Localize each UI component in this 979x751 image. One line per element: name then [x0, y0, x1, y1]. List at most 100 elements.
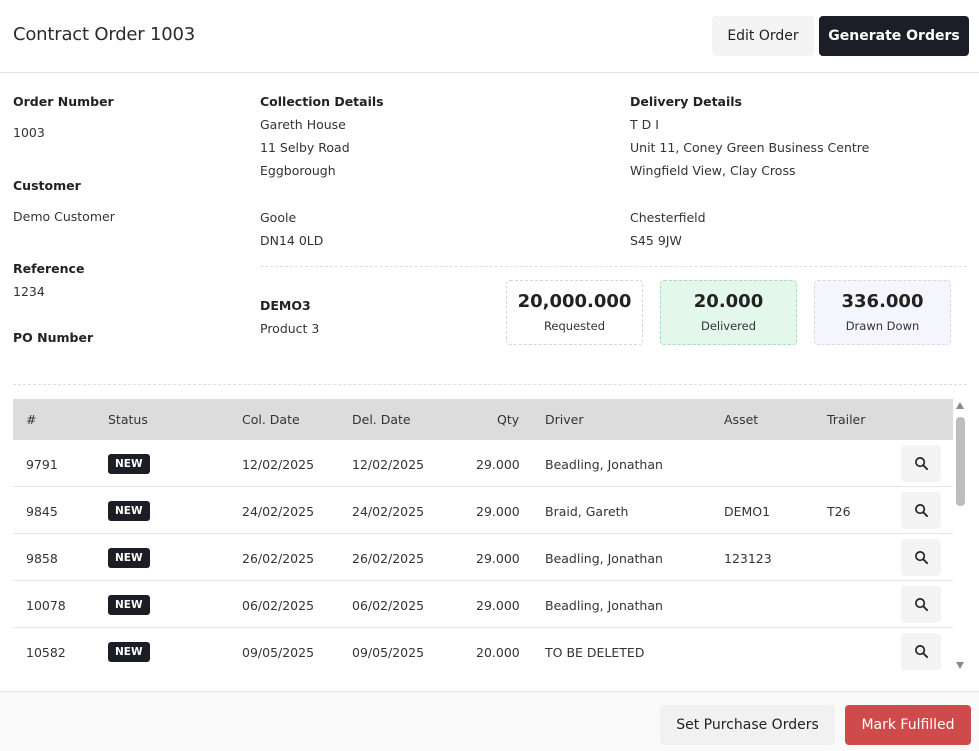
- del-date: 26/02/2025: [352, 551, 425, 566]
- search-icon: [914, 645, 928, 659]
- delivered-label: Delivered: [700, 319, 757, 333]
- delivery-details-label: Delivery Details: [630, 94, 742, 109]
- order-id: 10582: [26, 645, 66, 660]
- collection-details-label: Collection Details: [260, 94, 384, 109]
- status-badge: NEW: [108, 642, 150, 662]
- search-icon: [914, 457, 928, 471]
- drawn-down-stat: 336.000 Drawn Down: [814, 280, 951, 345]
- table-row[interactable]: 9845 NEW 24/02/2025 24/02/2025 29.000 Br…: [13, 487, 953, 534]
- mark-fulfilled-button[interactable]: Mark Fulfilled: [845, 705, 971, 745]
- order-number-value: 1003: [13, 125, 45, 140]
- driver: Beadling, Jonathan: [545, 551, 663, 566]
- delivered-value: 20.000: [693, 291, 764, 312]
- column-header-driver[interactable]: Driver: [545, 412, 584, 427]
- del-date: 12/02/2025: [352, 457, 425, 472]
- driver: Beadling, Jonathan: [545, 457, 663, 472]
- orders-table: # Status Col. Date Del. Date Qty Driver …: [13, 399, 953, 675]
- requested-label: Requested: [543, 319, 606, 333]
- delivered-stat: 20.000 Delivered: [660, 280, 797, 345]
- driver: TO BE DELETED: [545, 645, 645, 660]
- order-id: 9845: [26, 504, 58, 519]
- search-icon: [914, 551, 928, 565]
- order-number-label: Order Number: [13, 94, 114, 109]
- delivery-line: Unit 11, Coney Green Business Centre: [630, 140, 870, 155]
- set-purchase-orders-button[interactable]: Set Purchase Orders: [660, 705, 835, 745]
- table-row[interactable]: 10078 NEW 06/02/2025 06/02/2025 29.000 B…: [13, 581, 953, 628]
- drawn-down-value: 336.000: [841, 291, 924, 312]
- status-badge: NEW: [108, 548, 150, 568]
- table-row[interactable]: 9791 NEW 12/02/2025 12/02/2025 29.000 Be…: [13, 440, 953, 487]
- product-code: DEMO3: [260, 298, 311, 313]
- col-date: 24/02/2025: [242, 504, 315, 519]
- order-id: 9791: [26, 457, 58, 472]
- view-order-button[interactable]: [901, 445, 941, 482]
- table-row[interactable]: 9858 NEW 26/02/2025 26/02/2025 29.000 Be…: [13, 534, 953, 581]
- view-order-button[interactable]: [901, 586, 941, 623]
- delivery-line: Wingfield View, Clay Cross: [630, 163, 796, 178]
- drawn-down-label: Drawn Down: [845, 319, 920, 333]
- del-date: 06/02/2025: [352, 598, 425, 613]
- collection-line: DN14 0LD: [260, 233, 324, 248]
- qty: 29.000: [476, 457, 520, 472]
- table-header: # Status Col. Date Del. Date Qty Driver …: [13, 399, 953, 440]
- asset: DEMO1: [724, 504, 771, 519]
- delivery-line: T D I: [630, 117, 659, 132]
- delivery-line: Chesterfield: [630, 210, 706, 225]
- edit-order-button[interactable]: Edit Order: [712, 16, 814, 56]
- column-header-del-date[interactable]: Del. Date: [352, 412, 411, 427]
- table-scrollbar[interactable]: [954, 400, 967, 672]
- collection-line: Goole: [260, 210, 297, 225]
- asset: 123123: [724, 551, 772, 566]
- scroll-thumb[interactable]: [956, 417, 965, 506]
- view-order-button[interactable]: [901, 539, 941, 576]
- del-date: 24/02/2025: [352, 504, 425, 519]
- search-icon: [914, 504, 928, 518]
- view-order-button[interactable]: [901, 633, 941, 670]
- column-header-trailer[interactable]: Trailer: [827, 412, 866, 427]
- col-date: 06/02/2025: [242, 598, 315, 613]
- status-badge: NEW: [108, 454, 150, 474]
- page-header: Contract Order 1003 Edit Order Generate …: [0, 0, 979, 73]
- column-header-status[interactable]: Status: [108, 412, 148, 427]
- order-id: 9858: [26, 551, 58, 566]
- product-name: Product 3: [260, 321, 320, 336]
- col-date: 09/05/2025: [242, 645, 315, 660]
- delivery-line: S45 9JW: [630, 233, 682, 248]
- col-date: 26/02/2025: [242, 551, 315, 566]
- qty: 20.000: [476, 645, 520, 660]
- page-title: Contract Order 1003: [13, 24, 196, 45]
- collection-line: Gareth House: [260, 117, 346, 132]
- scroll-down-arrow-icon[interactable]: [956, 662, 964, 669]
- collection-line: Eggborough: [260, 163, 336, 178]
- reference-label: Reference: [13, 261, 85, 276]
- status-badge: NEW: [108, 595, 150, 615]
- del-date: 09/05/2025: [352, 645, 425, 660]
- column-header-number[interactable]: #: [26, 412, 37, 427]
- collection-line: 11 Selby Road: [260, 140, 350, 155]
- section-divider: [260, 266, 967, 267]
- qty: 29.000: [476, 598, 520, 613]
- column-header-col-date[interactable]: Col. Date: [242, 412, 300, 427]
- section-divider: [13, 384, 967, 385]
- table-row[interactable]: 10582 NEW 09/05/2025 09/05/2025 20.000 T…: [13, 628, 953, 675]
- driver: Braid, Gareth: [545, 504, 629, 519]
- column-header-asset[interactable]: Asset: [724, 412, 759, 427]
- order-id: 10078: [26, 598, 66, 613]
- trailer: T26: [827, 504, 851, 519]
- customer-label: Customer: [13, 178, 81, 193]
- view-order-button[interactable]: [901, 492, 941, 529]
- qty: 29.000: [476, 504, 520, 519]
- status-badge: NEW: [108, 501, 150, 521]
- page-footer: Set Purchase Orders Mark Fulfilled: [0, 691, 979, 751]
- driver: Beadling, Jonathan: [545, 598, 663, 613]
- requested-value: 20,000.000: [517, 291, 632, 312]
- customer-value: Demo Customer: [13, 209, 115, 224]
- requested-stat: 20,000.000 Requested: [506, 280, 643, 345]
- col-date: 12/02/2025: [242, 457, 315, 472]
- reference-value: 1234: [13, 284, 45, 299]
- generate-orders-button[interactable]: Generate Orders: [819, 16, 969, 56]
- column-header-qty[interactable]: Qty: [497, 412, 520, 427]
- scroll-up-arrow-icon[interactable]: [956, 402, 964, 409]
- qty: 29.000: [476, 551, 520, 566]
- po-number-label: PO Number: [13, 330, 94, 345]
